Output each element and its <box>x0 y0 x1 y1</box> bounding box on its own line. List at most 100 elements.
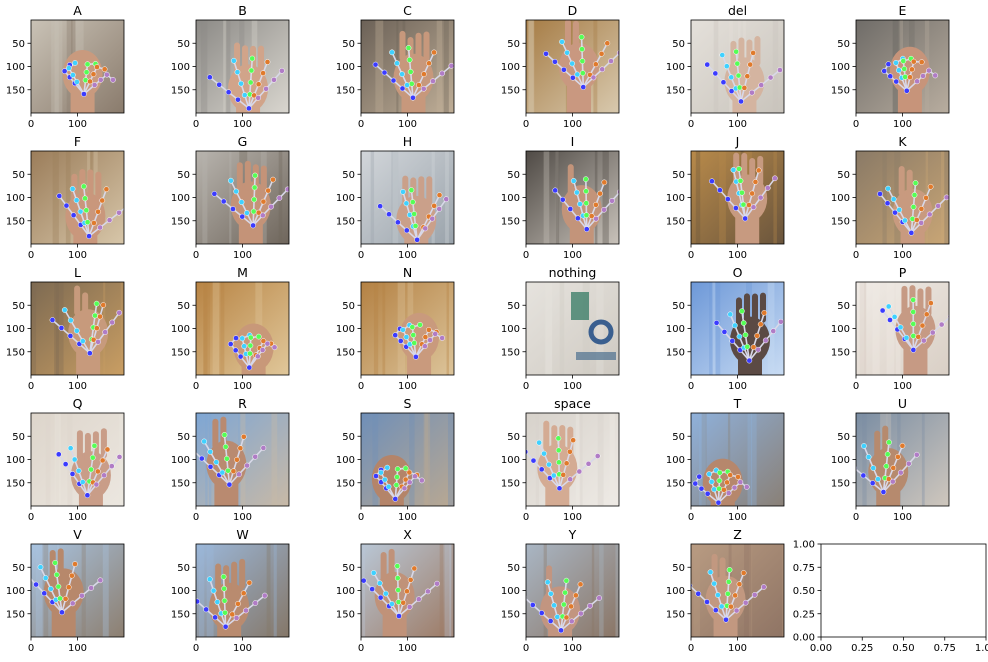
landmark-point <box>740 570 747 576</box>
subplot-B: B 50 100 150 0 100 <box>171 3 290 130</box>
subplot-title: W <box>236 527 248 542</box>
landmark-point <box>225 467 231 474</box>
subplot-title: U <box>898 396 907 411</box>
landmark-point <box>725 578 732 585</box>
landmark-point <box>97 77 104 83</box>
landmark-point <box>555 435 562 442</box>
landmark-point <box>432 331 439 337</box>
hand-photo <box>31 413 124 506</box>
y-tick-label: 150 <box>666 216 685 227</box>
landmark-point <box>570 178 577 184</box>
subplot-title: F <box>74 134 81 149</box>
landmark-point <box>94 64 100 70</box>
landmark-point <box>252 600 259 606</box>
landmark-point <box>222 609 228 616</box>
subplot-title: space <box>554 396 591 411</box>
landmark-point <box>103 186 110 193</box>
landmark-point <box>99 197 106 204</box>
landmark-point <box>207 448 214 455</box>
subplot-H: H 50 100 150 0 100 <box>336 134 455 261</box>
x-tick-label: 100 <box>893 119 912 130</box>
x-tick-label: 100 <box>728 643 747 654</box>
landmark-point <box>903 334 910 341</box>
y-tick-label: 50 <box>837 39 850 50</box>
landmark-point <box>728 88 735 94</box>
landmark-point <box>221 585 227 592</box>
landmark-point <box>926 67 932 74</box>
subplot-Z: Z 50 100 150 0 100 <box>666 527 785 654</box>
y-tick-label: 150 <box>336 609 355 620</box>
landmark-point <box>903 87 910 94</box>
landmark-point <box>568 603 575 610</box>
x-tick-label: 100 <box>68 250 87 261</box>
y-tick-label: 50 <box>507 563 520 574</box>
x-tick-label: 0 <box>523 512 529 523</box>
landmark-point <box>860 472 867 479</box>
landmark-point <box>395 599 402 605</box>
landmark-point <box>230 57 237 64</box>
y-tick-label: 50 <box>12 39 25 50</box>
landmark-point <box>755 346 762 353</box>
y-tick-label: 50 <box>177 563 190 574</box>
landmark-point <box>583 188 589 195</box>
landmark-point <box>742 215 749 222</box>
landmark-point <box>762 337 769 344</box>
x-tick-label: 0 <box>358 643 364 654</box>
landmark-point <box>422 343 428 350</box>
landmark-point <box>567 476 574 483</box>
subplot-title: L <box>74 265 81 280</box>
y-tick-label: 150 <box>501 609 520 620</box>
landmark-point <box>604 40 611 47</box>
landmark-point <box>220 198 227 205</box>
landmark-point <box>448 62 454 69</box>
y-tick-label: 50 <box>177 170 190 181</box>
y-tick-label: 150 <box>336 347 355 358</box>
hand-photo <box>526 282 619 375</box>
landmark-point <box>875 476 881 482</box>
landmark-point <box>601 179 608 186</box>
x-tick-label: 0.25 <box>851 643 873 654</box>
landmark-point <box>736 84 743 91</box>
landmark-point <box>370 570 377 576</box>
hand-photo <box>856 20 949 113</box>
landmark-point <box>913 451 920 458</box>
landmark-point <box>73 197 80 204</box>
y-tick-label: 100 <box>6 62 25 73</box>
y-tick-label: 150 <box>336 478 355 489</box>
subplot-title: Z <box>733 527 742 542</box>
landmark-point <box>394 575 401 581</box>
landmark-point <box>767 74 774 81</box>
landmark-point <box>260 198 267 205</box>
landmark-point <box>410 332 417 338</box>
landmark-point <box>734 60 741 67</box>
subplot-D: D 50 100 150 0 100 <box>501 3 620 130</box>
landmark-point <box>396 613 402 619</box>
x-tick-label: 100 <box>233 643 252 654</box>
landmark-point <box>86 233 92 239</box>
y-tick-label: 150 <box>501 478 520 489</box>
x-tick-label: 100 <box>563 250 582 261</box>
landmark-point <box>439 335 445 341</box>
landmark-point <box>910 333 917 339</box>
landmark-point <box>543 50 549 57</box>
landmark-point <box>422 225 429 232</box>
y-tick-label: 100 <box>666 586 685 597</box>
landmark-point <box>79 592 85 599</box>
landmark-point <box>384 464 391 471</box>
subplot-grid: A 50 100 150 0 100 B 50 100 150 0 100 C 50 100 150 0 100 D… <box>6 3 988 654</box>
landmark-point <box>721 329 728 335</box>
landmark-point <box>400 326 406 333</box>
y-tick-label: 100 <box>666 193 685 204</box>
landmark-point <box>89 454 96 461</box>
landmark-point <box>885 303 892 310</box>
landmark-point <box>696 473 703 480</box>
y-tick-label: 50 <box>672 563 685 574</box>
hand-photo <box>526 151 619 244</box>
landmark-point <box>733 48 740 55</box>
landmark-point <box>436 206 443 212</box>
landmark-point <box>399 85 406 92</box>
subplot-title: I <box>571 134 575 149</box>
landmark-point <box>577 581 584 588</box>
landmark-point <box>61 68 68 74</box>
landmark-point <box>552 187 559 194</box>
